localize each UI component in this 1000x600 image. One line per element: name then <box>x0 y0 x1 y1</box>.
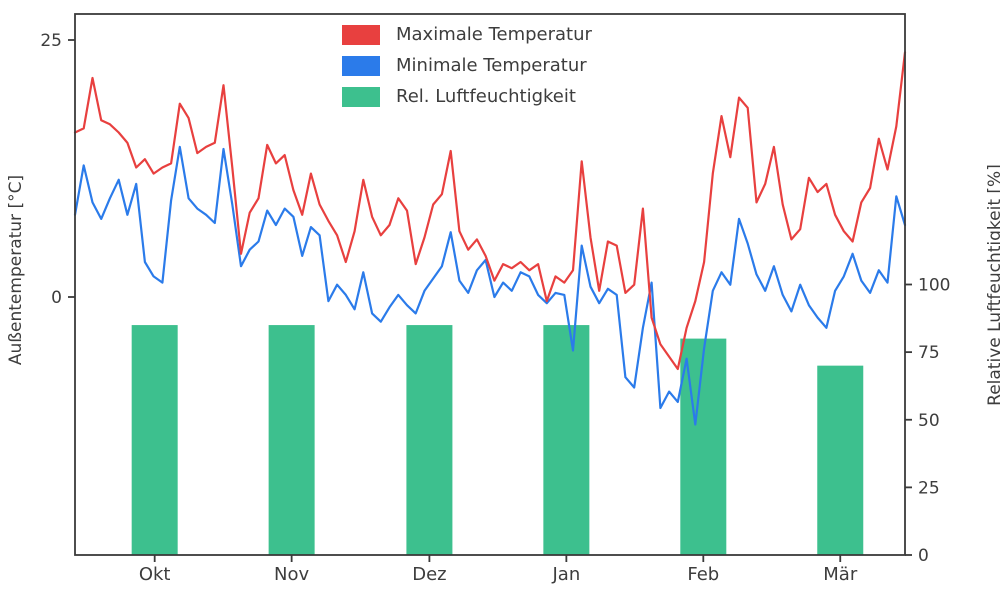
humidity-bar <box>131 325 178 555</box>
min-temp-swatch-icon <box>342 55 380 76</box>
legend: Maximale Temperatur Minimale Temperatur … <box>342 24 592 107</box>
x-tick-label: Dez <box>412 564 446 585</box>
x-tick-label: Jan <box>551 564 580 585</box>
x-tick-label: Feb <box>687 564 719 585</box>
min-temp-line <box>73 145 907 426</box>
legend-item-humidity: Rel. Luftfeuchtigkeit <box>342 86 592 107</box>
max-temp-line <box>73 51 907 371</box>
humidity-bar <box>406 325 453 555</box>
right-tick-label: 75 <box>918 343 940 363</box>
humidity-bar <box>268 325 315 555</box>
legend-item-min-temp: Minimale Temperatur <box>342 55 592 76</box>
humidity-swatch-icon <box>342 86 380 107</box>
legend-item-max-temp: Maximale Temperatur <box>342 24 592 45</box>
right-tick-label: 100 <box>918 276 950 296</box>
humidity-bar <box>543 325 590 555</box>
right-tick-label: 50 <box>918 411 940 431</box>
right-axis-title: Relative Luftfeuchtigkeit [%] <box>985 164 1000 406</box>
right-tick-label: 25 <box>918 478 940 498</box>
x-tick-label: Mär <box>823 564 858 585</box>
x-tick-label: Okt <box>139 564 171 585</box>
left-axis-title: Außentemperatur [°C] <box>6 174 26 366</box>
left-tick-label: 0 <box>51 288 62 308</box>
humidity-bar <box>817 365 864 555</box>
legend-label: Maximale Temperatur <box>396 24 592 45</box>
legend-label: Minimale Temperatur <box>396 55 587 76</box>
x-tick-label: Nov <box>274 564 309 585</box>
max-temp-swatch-icon <box>342 24 380 45</box>
left-tick-label: 25 <box>40 31 62 51</box>
right-tick-label: 0 <box>918 546 929 566</box>
legend-label: Rel. Luftfeuchtigkeit <box>396 86 576 107</box>
